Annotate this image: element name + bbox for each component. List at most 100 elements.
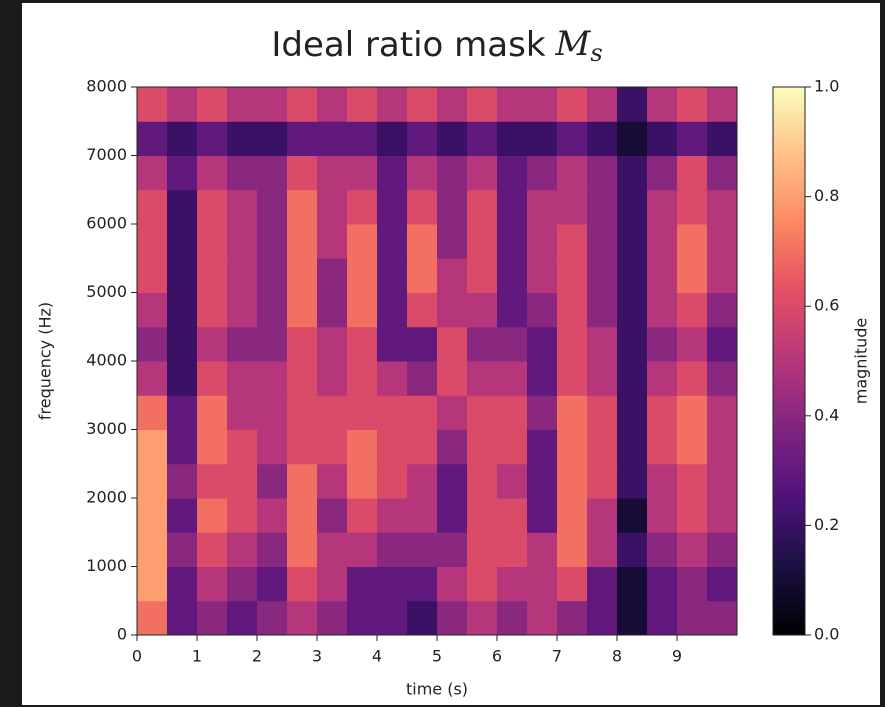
heatmap-cell bbox=[587, 361, 618, 396]
heatmap-cell bbox=[617, 258, 648, 293]
heatmap-cell bbox=[317, 87, 348, 122]
heatmap-cell bbox=[557, 395, 588, 430]
x-tick-label: 6 bbox=[492, 647, 502, 666]
heatmap-cell bbox=[527, 498, 558, 533]
heatmap-cell bbox=[467, 326, 498, 362]
heatmap-cell bbox=[197, 395, 228, 430]
chart-title: Ideal ratio mask Ms bbox=[271, 24, 602, 67]
heatmap-cell bbox=[197, 498, 228, 533]
heatmap-cell bbox=[407, 155, 438, 191]
heatmap-cell bbox=[467, 258, 498, 293]
heatmap-cell bbox=[557, 292, 588, 328]
heatmap-cell bbox=[227, 361, 258, 396]
y-tick-label: 8000 bbox=[86, 77, 127, 96]
heatmap-cell bbox=[617, 224, 648, 259]
heatmap-cell bbox=[467, 532, 498, 567]
y-tick-label: 3000 bbox=[86, 419, 127, 438]
heatmap-cell bbox=[647, 87, 678, 122]
heatmap-cell bbox=[317, 292, 348, 328]
heatmap-cell bbox=[407, 361, 438, 396]
heatmap-cell bbox=[587, 600, 618, 636]
heatmap-cell bbox=[287, 155, 318, 191]
heatmap-cell bbox=[137, 395, 168, 430]
heatmap-cell bbox=[677, 292, 708, 328]
heatmap-cell bbox=[137, 87, 168, 122]
heatmap-cell bbox=[377, 189, 408, 225]
heatmap-cell bbox=[167, 361, 198, 396]
heatmap-cell bbox=[227, 532, 258, 567]
heatmap-cell bbox=[437, 189, 468, 225]
heatmap-cell bbox=[497, 463, 528, 499]
heatmap-cell bbox=[137, 566, 168, 602]
heatmap-cell bbox=[317, 258, 348, 293]
heatmap-cell bbox=[377, 395, 408, 430]
heatmap-cell bbox=[647, 224, 678, 259]
heatmap-cell bbox=[617, 498, 648, 533]
heatmap-cell bbox=[527, 395, 558, 430]
heatmap-cell bbox=[677, 258, 708, 293]
heatmap-cell bbox=[467, 87, 498, 122]
heatmap-cell bbox=[437, 395, 468, 430]
heatmap-cell bbox=[587, 121, 618, 156]
heatmap-cell bbox=[167, 87, 198, 122]
heatmap-cell bbox=[707, 498, 738, 533]
heatmap-cell bbox=[527, 189, 558, 225]
heatmap-cell bbox=[647, 361, 678, 396]
heatmap-cell bbox=[167, 463, 198, 499]
heatmap-cell bbox=[587, 87, 618, 122]
heatmap-cell bbox=[287, 498, 318, 533]
heatmap-cell bbox=[167, 224, 198, 259]
heatmap-cell bbox=[227, 498, 258, 533]
heatmap-cell bbox=[197, 189, 228, 225]
x-tick-label: 1 bbox=[192, 647, 202, 666]
heatmap-cell bbox=[317, 395, 348, 430]
heatmap-cell bbox=[707, 600, 738, 636]
heatmap-cell bbox=[227, 224, 258, 259]
heatmap-cell bbox=[257, 326, 288, 362]
heatmap-cell bbox=[497, 326, 528, 362]
heatmap-cell bbox=[647, 258, 678, 293]
heatmap-cell bbox=[167, 258, 198, 293]
heatmap-cell bbox=[707, 258, 738, 293]
heatmap-cell bbox=[287, 224, 318, 259]
heatmap-cell bbox=[137, 326, 168, 362]
heatmap-cell bbox=[407, 326, 438, 362]
heatmap-cell bbox=[437, 600, 468, 636]
heatmap-cell bbox=[617, 121, 648, 156]
heatmap-cell bbox=[287, 600, 318, 636]
heatmap-cell bbox=[557, 532, 588, 567]
heatmap-cell bbox=[497, 600, 528, 636]
x-tick-label: 7 bbox=[552, 647, 562, 666]
y-tick-label: 2000 bbox=[86, 488, 127, 507]
heatmap-cell bbox=[377, 155, 408, 191]
heatmap-cell bbox=[677, 532, 708, 567]
heatmap-cell bbox=[467, 155, 498, 191]
heatmap-cell bbox=[407, 429, 438, 465]
heatmap-cell bbox=[137, 498, 168, 533]
heatmap-cell bbox=[287, 395, 318, 430]
heatmap-cell bbox=[587, 189, 618, 225]
heatmap-cell bbox=[617, 189, 648, 225]
heatmap-cell bbox=[347, 600, 378, 636]
heatmap-cell bbox=[137, 155, 168, 191]
heatmap-cell bbox=[617, 532, 648, 567]
heatmap-cell bbox=[647, 498, 678, 533]
heatmap-cell bbox=[617, 566, 648, 602]
heatmap-cell bbox=[527, 463, 558, 499]
heatmap-cell bbox=[257, 189, 288, 225]
heatmap-cell bbox=[437, 292, 468, 328]
heatmap-cell bbox=[377, 600, 408, 636]
heatmap-cell bbox=[197, 87, 228, 122]
heatmap-cell bbox=[527, 361, 558, 396]
heatmap-cell bbox=[587, 498, 618, 533]
heatmap-cell bbox=[527, 224, 558, 259]
heatmap-cell bbox=[647, 121, 678, 156]
heatmap-cell bbox=[437, 326, 468, 362]
heatmap-cell bbox=[677, 463, 708, 499]
heatmap-cell bbox=[407, 532, 438, 567]
heatmap-cell bbox=[377, 463, 408, 499]
heatmap-cell bbox=[167, 532, 198, 567]
y-tick-label: 7000 bbox=[86, 145, 127, 164]
heatmap-cell bbox=[167, 498, 198, 533]
heatmap-cell bbox=[617, 155, 648, 191]
